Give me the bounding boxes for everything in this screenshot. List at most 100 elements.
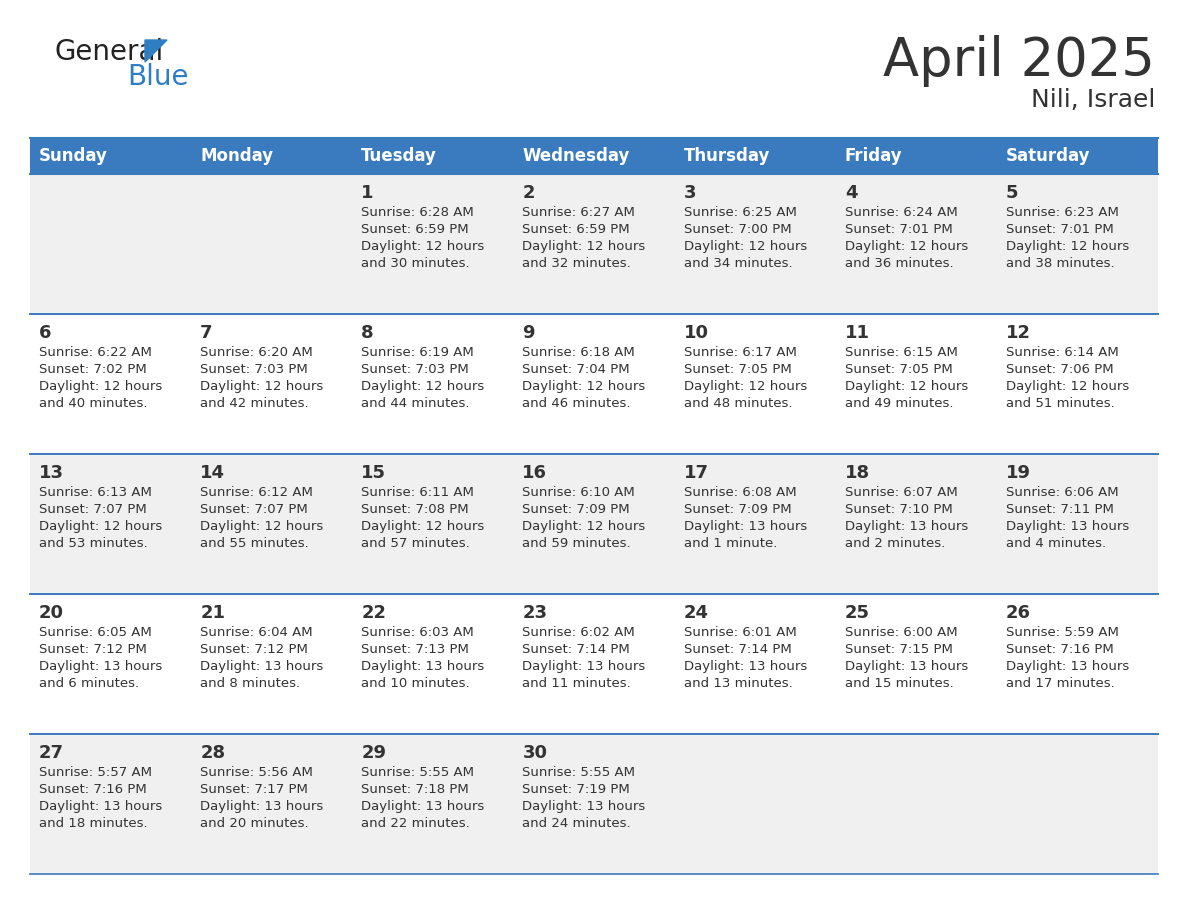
Text: Daylight: 12 hours: Daylight: 12 hours [523,240,646,253]
Text: 14: 14 [200,464,226,482]
Bar [997,454,1158,594]
Text: and 24 minutes.: and 24 minutes. [523,817,631,830]
Text: 28: 28 [200,744,226,762]
Text: 29: 29 [361,744,386,762]
Text: Daylight: 13 hours: Daylight: 13 hours [683,520,807,533]
Text: 5: 5 [1006,184,1018,202]
Bar [835,454,997,594]
Text: 26: 26 [1006,604,1031,622]
Text: General: General [55,38,164,66]
Text: Daylight: 12 hours: Daylight: 12 hours [1006,240,1129,253]
Text: Sunset: 7:03 PM: Sunset: 7:03 PM [361,363,469,376]
Text: 27: 27 [39,744,64,762]
Text: and 20 minutes.: and 20 minutes. [200,817,309,830]
Text: Sunset: 7:16 PM: Sunset: 7:16 PM [1006,643,1113,656]
Text: Sunset: 7:13 PM: Sunset: 7:13 PM [361,643,469,656]
Text: Sunset: 7:09 PM: Sunset: 7:09 PM [523,503,630,516]
Text: Daylight: 12 hours: Daylight: 12 hours [683,240,807,253]
Text: and 48 minutes.: and 48 minutes. [683,397,792,410]
Text: 6: 6 [39,324,51,342]
Text: Sunset: 7:05 PM: Sunset: 7:05 PM [683,363,791,376]
Bar [513,174,675,314]
Bar [30,174,191,314]
Text: 10: 10 [683,324,708,342]
Text: Daylight: 12 hours: Daylight: 12 hours [845,380,968,393]
Text: Sunrise: 6:24 AM: Sunrise: 6:24 AM [845,206,958,219]
Text: and 59 minutes.: and 59 minutes. [523,537,631,550]
Text: and 15 minutes.: and 15 minutes. [845,677,954,690]
Text: Sunset: 7:19 PM: Sunset: 7:19 PM [523,783,630,796]
Bar [513,314,675,454]
Text: Daylight: 12 hours: Daylight: 12 hours [683,380,807,393]
Bar [191,734,353,874]
Bar [191,314,353,454]
Bar [30,314,191,454]
Text: Sunset: 6:59 PM: Sunset: 6:59 PM [523,223,630,236]
Text: 17: 17 [683,464,708,482]
Text: Daylight: 13 hours: Daylight: 13 hours [1006,520,1129,533]
Text: Daylight: 12 hours: Daylight: 12 hours [200,380,323,393]
Text: and 38 minutes.: and 38 minutes. [1006,257,1114,270]
Bar [30,454,191,594]
Text: Sunrise: 6:19 AM: Sunrise: 6:19 AM [361,346,474,359]
Text: Sunrise: 5:57 AM: Sunrise: 5:57 AM [39,766,152,779]
Text: and 46 minutes.: and 46 minutes. [523,397,631,410]
Text: Sunset: 7:15 PM: Sunset: 7:15 PM [845,643,953,656]
Text: and 4 minutes.: and 4 minutes. [1006,537,1106,550]
Text: Daylight: 12 hours: Daylight: 12 hours [1006,380,1129,393]
Bar [675,454,835,594]
Bar [675,138,835,174]
Text: 9: 9 [523,324,535,342]
Text: and 11 minutes.: and 11 minutes. [523,677,631,690]
Text: Sunset: 7:00 PM: Sunset: 7:00 PM [683,223,791,236]
Polygon shape [145,40,168,62]
Text: Daylight: 13 hours: Daylight: 13 hours [523,800,646,813]
Text: Daylight: 12 hours: Daylight: 12 hours [361,240,485,253]
Text: and 6 minutes.: and 6 minutes. [39,677,139,690]
Text: Sunset: 7:12 PM: Sunset: 7:12 PM [39,643,147,656]
Text: and 57 minutes.: and 57 minutes. [361,537,470,550]
Text: Daylight: 13 hours: Daylight: 13 hours [200,660,323,673]
Text: Sunrise: 6:07 AM: Sunrise: 6:07 AM [845,486,958,499]
Bar [353,138,513,174]
Text: 20: 20 [39,604,64,622]
Text: Friday: Friday [845,147,903,165]
Text: 2: 2 [523,184,535,202]
Bar [675,734,835,874]
Text: Daylight: 12 hours: Daylight: 12 hours [200,520,323,533]
Text: Blue: Blue [127,63,189,91]
Text: Sunset: 7:01 PM: Sunset: 7:01 PM [845,223,953,236]
Text: Sunset: 7:09 PM: Sunset: 7:09 PM [683,503,791,516]
Text: Sunset: 7:14 PM: Sunset: 7:14 PM [683,643,791,656]
Bar [30,734,191,874]
Text: and 36 minutes.: and 36 minutes. [845,257,953,270]
Text: Daylight: 13 hours: Daylight: 13 hours [845,520,968,533]
Bar [835,174,997,314]
Text: and 49 minutes.: and 49 minutes. [845,397,953,410]
Text: Sunset: 7:12 PM: Sunset: 7:12 PM [200,643,308,656]
Text: Nili, Israel: Nili, Israel [1031,88,1155,112]
Text: Sunrise: 6:11 AM: Sunrise: 6:11 AM [361,486,474,499]
Text: Sunrise: 6:25 AM: Sunrise: 6:25 AM [683,206,796,219]
Text: Sunrise: 6:13 AM: Sunrise: 6:13 AM [39,486,152,499]
Text: Daylight: 13 hours: Daylight: 13 hours [39,800,163,813]
Text: Sunset: 7:07 PM: Sunset: 7:07 PM [39,503,147,516]
Bar [30,138,191,174]
Text: Sunset: 7:06 PM: Sunset: 7:06 PM [1006,363,1113,376]
Text: 16: 16 [523,464,548,482]
Text: Daylight: 12 hours: Daylight: 12 hours [361,520,485,533]
Bar [835,314,997,454]
Text: Sunrise: 6:12 AM: Sunrise: 6:12 AM [200,486,312,499]
Bar [513,734,675,874]
Text: and 44 minutes.: and 44 minutes. [361,397,469,410]
Text: Sunset: 7:04 PM: Sunset: 7:04 PM [523,363,630,376]
Bar [191,594,353,734]
Text: Tuesday: Tuesday [361,147,437,165]
Text: Daylight: 13 hours: Daylight: 13 hours [200,800,323,813]
Text: Sunrise: 6:06 AM: Sunrise: 6:06 AM [1006,486,1118,499]
Text: and 8 minutes.: and 8 minutes. [200,677,301,690]
Text: Sunset: 7:14 PM: Sunset: 7:14 PM [523,643,630,656]
Text: 1: 1 [361,184,374,202]
Text: Sunrise: 6:04 AM: Sunrise: 6:04 AM [200,626,312,639]
Text: Sunset: 7:16 PM: Sunset: 7:16 PM [39,783,147,796]
